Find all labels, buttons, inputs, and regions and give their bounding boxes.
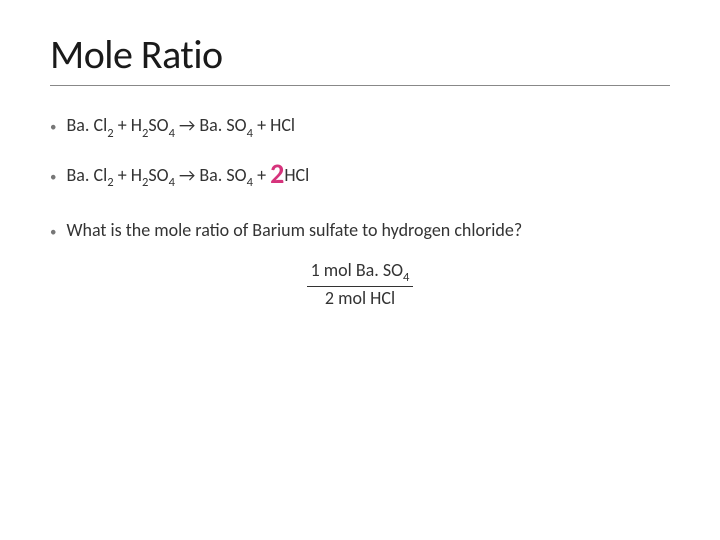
title-underline xyxy=(50,85,670,86)
bullet-icon: • xyxy=(50,116,56,139)
page-title: Mole Ratio xyxy=(50,30,670,79)
eq-part: → Ba. SO xyxy=(175,114,247,136)
eq-part: SO xyxy=(148,114,168,136)
subscript: 4 xyxy=(169,126,175,141)
eq-part: HCl xyxy=(284,164,309,186)
subscript: 4 xyxy=(247,175,253,190)
ratio-num-text: 1 mol Ba. SO xyxy=(311,259,403,281)
question-line: • What is the mole ratio of Barium sulfa… xyxy=(50,219,670,244)
eq-part: → Ba. SO xyxy=(175,164,247,186)
bullet-icon: • xyxy=(50,221,56,244)
equation-2: • Ba. Cl2 + H2SO4 → Ba. SO4 + 2HCl xyxy=(50,154,670,190)
mole-ratio: 1 mol Ba. SO4 2 mol HCl xyxy=(50,259,670,310)
equation-1: • Ba. Cl2 + H2SO4 → Ba. SO4 + HCl xyxy=(50,114,670,140)
subscript: 4 xyxy=(247,126,253,141)
bullet-icon: • xyxy=(50,166,56,189)
coefficient: 2 xyxy=(270,156,284,191)
equation-2-text: Ba. Cl2 + H2SO4 → Ba. SO4 + 2HCl xyxy=(66,154,309,190)
ratio-denominator: 2 mol HCl xyxy=(50,287,670,310)
subscript: 4 xyxy=(403,270,409,285)
eq-part: Ba. Cl xyxy=(66,164,107,186)
subscript: 2 xyxy=(142,126,148,141)
subscript: 2 xyxy=(107,175,113,190)
eq-part: SO xyxy=(148,164,168,186)
eq-part: + H xyxy=(114,164,142,186)
question-text: What is the mole ratio of Barium sulfate… xyxy=(66,219,522,241)
eq-part: + HCl xyxy=(253,114,295,136)
subscript: 2 xyxy=(142,175,148,190)
equation-1-text: Ba. Cl2 + H2SO4 → Ba. SO4 + HCl xyxy=(66,114,295,140)
eq-part: + H xyxy=(114,114,142,136)
eq-part: Ba. Cl xyxy=(66,114,107,136)
ratio-numerator: 1 mol Ba. SO4 xyxy=(307,259,414,287)
eq-part: + xyxy=(253,164,270,186)
slide: Mole Ratio • Ba. Cl2 + H2SO4 → Ba. SO4 +… xyxy=(0,0,720,540)
subscript: 4 xyxy=(169,175,175,190)
subscript: 2 xyxy=(107,126,113,141)
